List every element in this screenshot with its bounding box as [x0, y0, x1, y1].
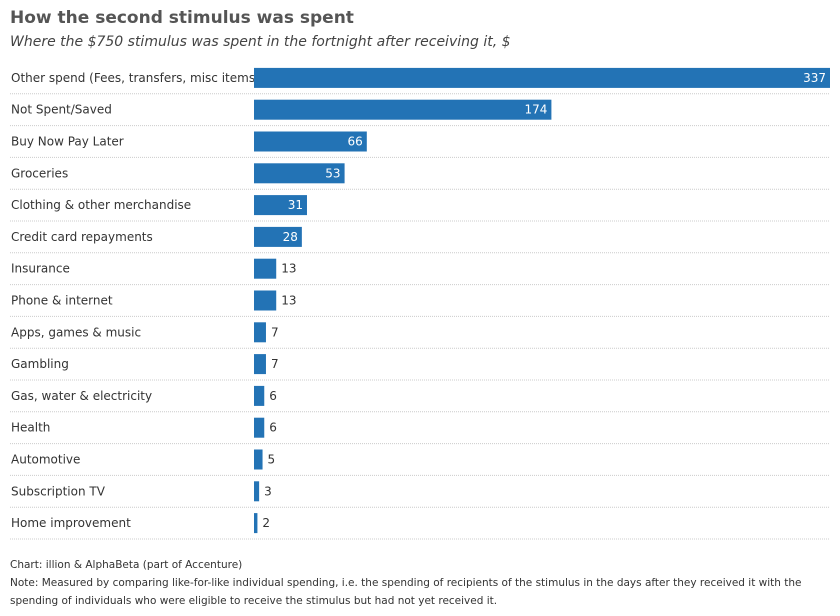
bar: [254, 449, 263, 470]
value-label: 7: [271, 325, 279, 339]
category-label: Other spend (Fees, transfers, misc items…: [11, 71, 260, 85]
category-label: Gambling: [11, 357, 69, 371]
category-label: Gas, water & electricity: [11, 389, 152, 403]
bar: [254, 354, 266, 375]
value-label: 66: [348, 135, 363, 149]
bar: [254, 322, 266, 343]
bar: [254, 226, 302, 247]
bar: [254, 290, 277, 311]
bar: [254, 99, 552, 120]
chart-title: How the second stimulus was spent: [10, 8, 354, 28]
source-text: Chart: illion & AlphaBeta (part of Accen…: [10, 559, 243, 571]
bar: [254, 258, 277, 279]
bar-chart: Other spend (Fees, transfers, misc items…: [10, 67, 830, 540]
value-label: 5: [268, 453, 276, 467]
value-label: 13: [281, 262, 296, 276]
value-label: 13: [281, 294, 296, 308]
value-label: 3: [264, 484, 272, 498]
category-label: Groceries: [11, 166, 68, 180]
bar: [254, 385, 265, 406]
bar: [254, 513, 258, 534]
category-label: Phone & internet: [11, 294, 113, 308]
category-label: Clothing & other merchandise: [11, 198, 191, 212]
category-label: Buy Now Pay Later: [11, 135, 124, 149]
value-label: 31: [288, 198, 303, 212]
bar: [254, 131, 367, 152]
category-label: Home improvement: [11, 516, 131, 530]
value-label: 6: [269, 421, 277, 435]
bar: [254, 417, 265, 438]
category-label: Health: [11, 421, 50, 435]
bar: [254, 67, 830, 88]
note-text: Note: Measured by comparing like-for-lik…: [10, 577, 802, 607]
category-label: Insurance: [11, 262, 70, 276]
value-label: 174: [524, 103, 547, 117]
value-label: 7: [271, 357, 279, 371]
category-label: Not Spent/Saved: [11, 103, 112, 117]
category-label: Apps, games & music: [11, 325, 141, 339]
category-label: Automotive: [11, 453, 80, 467]
value-label: 337: [803, 71, 826, 85]
value-label: 53: [325, 166, 340, 180]
bar: [254, 163, 345, 184]
value-label: 28: [283, 230, 298, 244]
bar: [254, 195, 307, 216]
bar: [254, 481, 260, 502]
chart-subtitle: Where the $750 stimulus was spent in the…: [10, 34, 511, 50]
chart-footer: Chart: illion & AlphaBeta (part of Accen…: [10, 556, 835, 610]
value-label: 2: [262, 516, 270, 530]
category-label: Credit card repayments: [11, 230, 153, 244]
value-label: 6: [269, 389, 277, 403]
category-label: Subscription TV: [11, 484, 106, 498]
